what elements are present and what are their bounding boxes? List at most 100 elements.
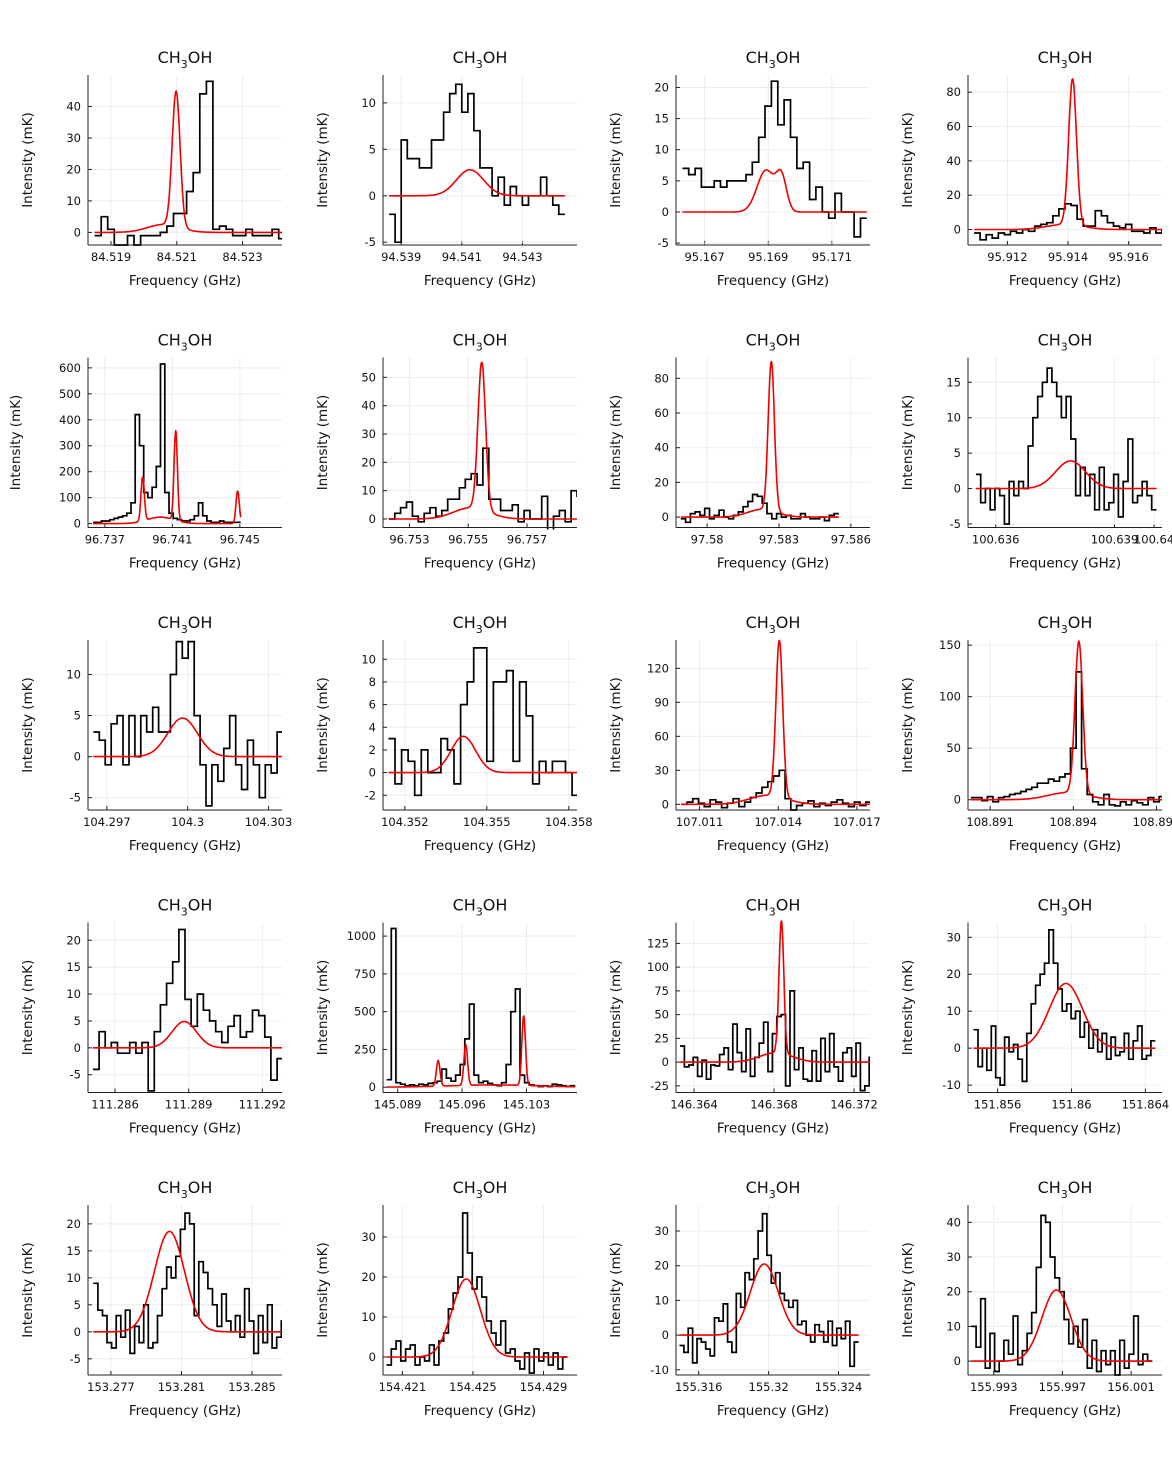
y-tick-label: -5	[950, 517, 961, 531]
panel: CH3OH 97.58 97.583 97.586 0 20 40 60 80 Frequency…	[608, 331, 871, 572]
y-tick-label: 150	[939, 638, 961, 652]
y-tick-label: 30	[361, 427, 376, 441]
y-tick-label: 0	[74, 750, 81, 764]
y-tick-label: 400	[59, 413, 81, 427]
y-tick-label: 50	[361, 370, 376, 384]
y-tick-label: -2	[365, 788, 376, 802]
y-tick-label: 20	[361, 455, 376, 469]
x-tick-label: 107.011	[676, 815, 724, 829]
x-tick-label: 154.429	[520, 1380, 568, 1394]
y-tick-label: 120	[647, 661, 669, 675]
x-tick-label: 96.745	[220, 533, 260, 547]
y-tick-label: 10	[361, 96, 376, 110]
x-axis-label: Frequency (GHz)	[424, 1121, 536, 1137]
panel-title: CH3OH	[746, 1178, 801, 1201]
y-axis-label: Intensity (mK)	[315, 1242, 331, 1338]
y-tick-label: 0	[954, 1041, 961, 1055]
x-tick-label: 146.364	[670, 1098, 718, 1112]
x-axis-label: Frequency (GHz)	[129, 273, 241, 289]
plot-area	[388, 647, 577, 797]
plot-area	[388, 361, 577, 530]
y-tick-label: 15	[66, 960, 81, 974]
model-fit	[92, 1020, 282, 1049]
x-tick-label: 111.289	[165, 1098, 213, 1112]
panel: CH3OH 104.352 104.355 104.358 -2 0 2 4 6 8 10 Frequ…	[315, 613, 593, 854]
y-tick-label: 10	[946, 1004, 961, 1018]
x-tick-label: 107.014	[754, 815, 802, 829]
y-axis-label: Intensity (mK)	[20, 1242, 36, 1338]
panel: CH3OH 96.737 96.741 96.745 0 100 200 300 400 500 6…	[8, 331, 282, 572]
title-subscript: 3	[769, 341, 776, 354]
y-tick-label: 40	[654, 441, 669, 455]
x-axis-label: Frequency (GHz)	[717, 556, 829, 572]
y-tick-label: 30	[66, 131, 81, 145]
y-tick-label: 0	[74, 1041, 81, 1055]
y-tick-label: 250	[354, 1042, 376, 1056]
y-tick-label: 0	[369, 1350, 376, 1364]
x-axis-label: Frequency (GHz)	[717, 1121, 829, 1137]
y-tick-label: 20	[654, 475, 669, 489]
title-end: OH	[776, 48, 801, 67]
y-tick-label: -5	[70, 1068, 81, 1082]
y-axis-label: Intensity (mK)	[900, 395, 916, 491]
model-fit	[973, 982, 1156, 1049]
x-tick-label: 146.368	[750, 1098, 798, 1112]
x-tick-label: 104.352	[381, 815, 429, 829]
observed-spectrum	[973, 929, 1156, 1086]
panel-title: CH3OH	[453, 1178, 508, 1201]
y-tick-label: 25	[654, 1031, 669, 1045]
x-axis-label: Frequency (GHz)	[1009, 1403, 1121, 1419]
x-tick-label: 104.303	[245, 815, 293, 829]
y-tick-label: 15	[654, 112, 669, 126]
observed-spectrum	[92, 928, 282, 1092]
x-tick-label: 155.316	[675, 1380, 723, 1394]
title-subscript: 3	[1061, 58, 1068, 71]
title-subscript: 3	[769, 1188, 776, 1201]
title-end: OH	[776, 331, 801, 350]
panel: CH3OH 95.167 95.169 95.171 -5 0 5 10 15 20 Frequen…	[608, 48, 870, 289]
y-tick-label: 0	[369, 512, 376, 526]
plot-area	[973, 78, 1162, 241]
y-tick-label: 20	[66, 933, 81, 947]
y-tick-label: 20	[66, 1217, 81, 1231]
y-tick-label: 40	[946, 1215, 961, 1229]
model-fit	[680, 639, 870, 806]
observed-spectrum	[94, 80, 282, 246]
x-tick-label: 154.425	[449, 1380, 497, 1394]
x-tick-label: 111.286	[91, 1098, 139, 1112]
plot-area	[682, 80, 868, 238]
y-tick-label: 5	[74, 709, 81, 723]
plot-area	[94, 80, 282, 246]
observed-spectrum	[93, 640, 282, 807]
y-tick-label: 5	[369, 142, 376, 156]
model-fit	[388, 169, 566, 197]
title-subscript: 3	[181, 906, 188, 919]
panel-title: CH3OH	[746, 613, 801, 636]
x-tick-label: 108.894	[1050, 815, 1098, 829]
observed-spectrum	[93, 363, 241, 524]
plot-area	[679, 1212, 859, 1368]
panel-title: CH3OH	[746, 331, 801, 354]
title-main: CH	[453, 48, 476, 67]
title-subscript: 3	[181, 1188, 188, 1201]
panel-title: CH3OH	[1038, 613, 1093, 636]
panel: CH3OH 145.089 145.096 145.103 0 250 500 750 1000…	[315, 896, 577, 1137]
y-tick-label: 20	[654, 80, 669, 94]
observed-spectrum	[388, 447, 577, 530]
title-subscript: 3	[769, 623, 776, 636]
y-tick-label: 10	[361, 1310, 376, 1324]
title-main: CH	[453, 896, 476, 915]
y-tick-label: 2	[369, 743, 376, 757]
y-axis-label: Intensity (mK)	[608, 960, 624, 1056]
y-tick-label: 80	[946, 85, 961, 99]
y-axis-label: Intensity (mK)	[608, 1242, 624, 1338]
y-tick-label: 40	[946, 154, 961, 168]
x-axis-label: Frequency (GHz)	[1009, 273, 1121, 289]
title-subscript: 3	[1061, 623, 1068, 636]
panel-title: CH3OH	[453, 613, 508, 636]
title-end: OH	[483, 613, 508, 632]
y-tick-label: 5	[954, 446, 961, 460]
panel-title: CH3OH	[1038, 1178, 1093, 1201]
x-tick-label: 96.757	[507, 533, 547, 547]
panel: CH3OH 111.286 111.289 111.292 -5 0 5 10 15 20 Freq…	[20, 896, 286, 1137]
